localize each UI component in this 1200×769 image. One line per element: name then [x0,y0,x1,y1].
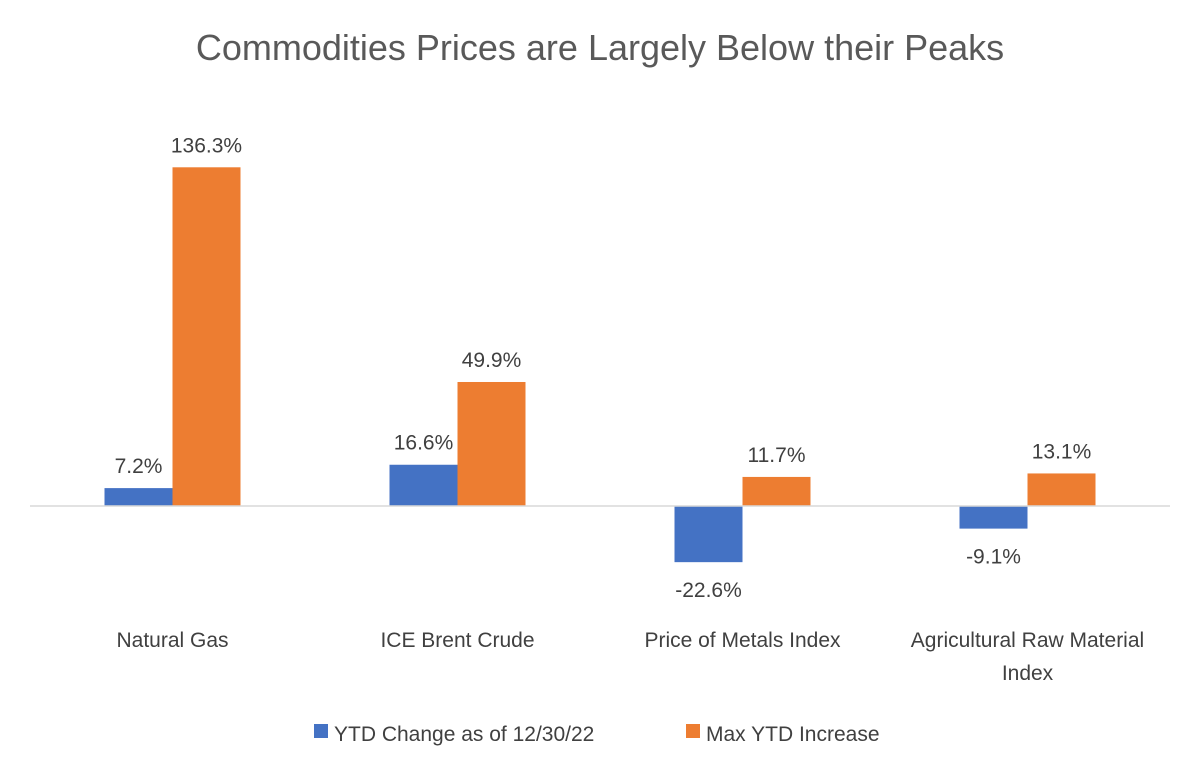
bar-ytd-change-2 [674,506,743,563]
legend-label: YTD Change as of 12/30/22 [334,723,594,746]
data-label: 11.7% [748,444,806,467]
category-label: Natural Gas [116,629,228,652]
bar-max-ytd-increase-0 [172,167,241,506]
bar-ytd-change-1 [389,464,458,506]
legend-swatch [686,724,700,738]
bar-ytd-change-0 [104,488,173,506]
legend-label: Max YTD Increase [706,723,880,746]
data-label: -22.6% [675,579,742,602]
data-label: 49.9% [462,349,522,372]
plot-area: 7.2% 16.6% -22.6% -9.1% 136.3% 49.9% 11.7% 13.1… [30,134,1170,685]
category-label: Agricultural Raw Material [911,629,1144,652]
category-label: ICE Brent Crude [380,629,534,652]
category-label: Index [1002,662,1054,685]
bar-ytd-change-3 [959,506,1028,529]
chart-title: Commodities Prices are Largely Below the… [196,27,1004,68]
data-label: 16.6% [394,432,454,455]
bar-max-ytd-increase-3 [1027,473,1096,506]
category-label: Price of Metals Index [644,629,841,652]
legend-swatch [314,724,328,738]
bar-max-ytd-increase-2 [742,476,811,506]
legend: YTD Change as of 12/30/22 Max YTD Increas… [314,723,880,746]
data-label: 136.3% [171,134,242,157]
data-label: 7.2% [115,455,163,478]
data-label: -9.1% [966,546,1021,569]
bar-max-ytd-increase-1 [457,381,526,506]
data-label: 13.1% [1032,440,1092,463]
